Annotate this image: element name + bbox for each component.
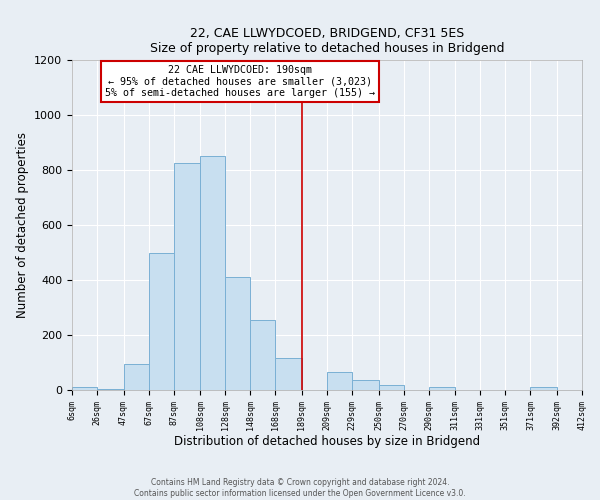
Bar [72, 387, 97, 390]
Text: 22 CAE LLWYDCOED: 190sqm
← 95% of detached houses are smaller (3,023)
5% of semi: 22 CAE LLWYDCOED: 190sqm ← 95% of detach… [106, 65, 376, 98]
Bar [97, 388, 124, 390]
Bar [149, 252, 174, 390]
Bar [530, 387, 557, 390]
Bar [275, 358, 302, 390]
Bar [225, 277, 250, 390]
Bar [174, 163, 200, 390]
Bar [379, 385, 404, 390]
Bar [429, 386, 455, 390]
Bar [327, 372, 352, 390]
Bar [250, 320, 275, 390]
Y-axis label: Number of detached properties: Number of detached properties [16, 132, 29, 318]
X-axis label: Distribution of detached houses by size in Bridgend: Distribution of detached houses by size … [174, 436, 480, 448]
Text: Contains HM Land Registry data © Crown copyright and database right 2024.
Contai: Contains HM Land Registry data © Crown c… [134, 478, 466, 498]
Bar [200, 156, 225, 390]
Bar [352, 380, 379, 390]
Title: 22, CAE LLWYDCOED, BRIDGEND, CF31 5ES
Size of property relative to detached hous: 22, CAE LLWYDCOED, BRIDGEND, CF31 5ES Si… [150, 26, 504, 54]
Bar [124, 364, 149, 390]
